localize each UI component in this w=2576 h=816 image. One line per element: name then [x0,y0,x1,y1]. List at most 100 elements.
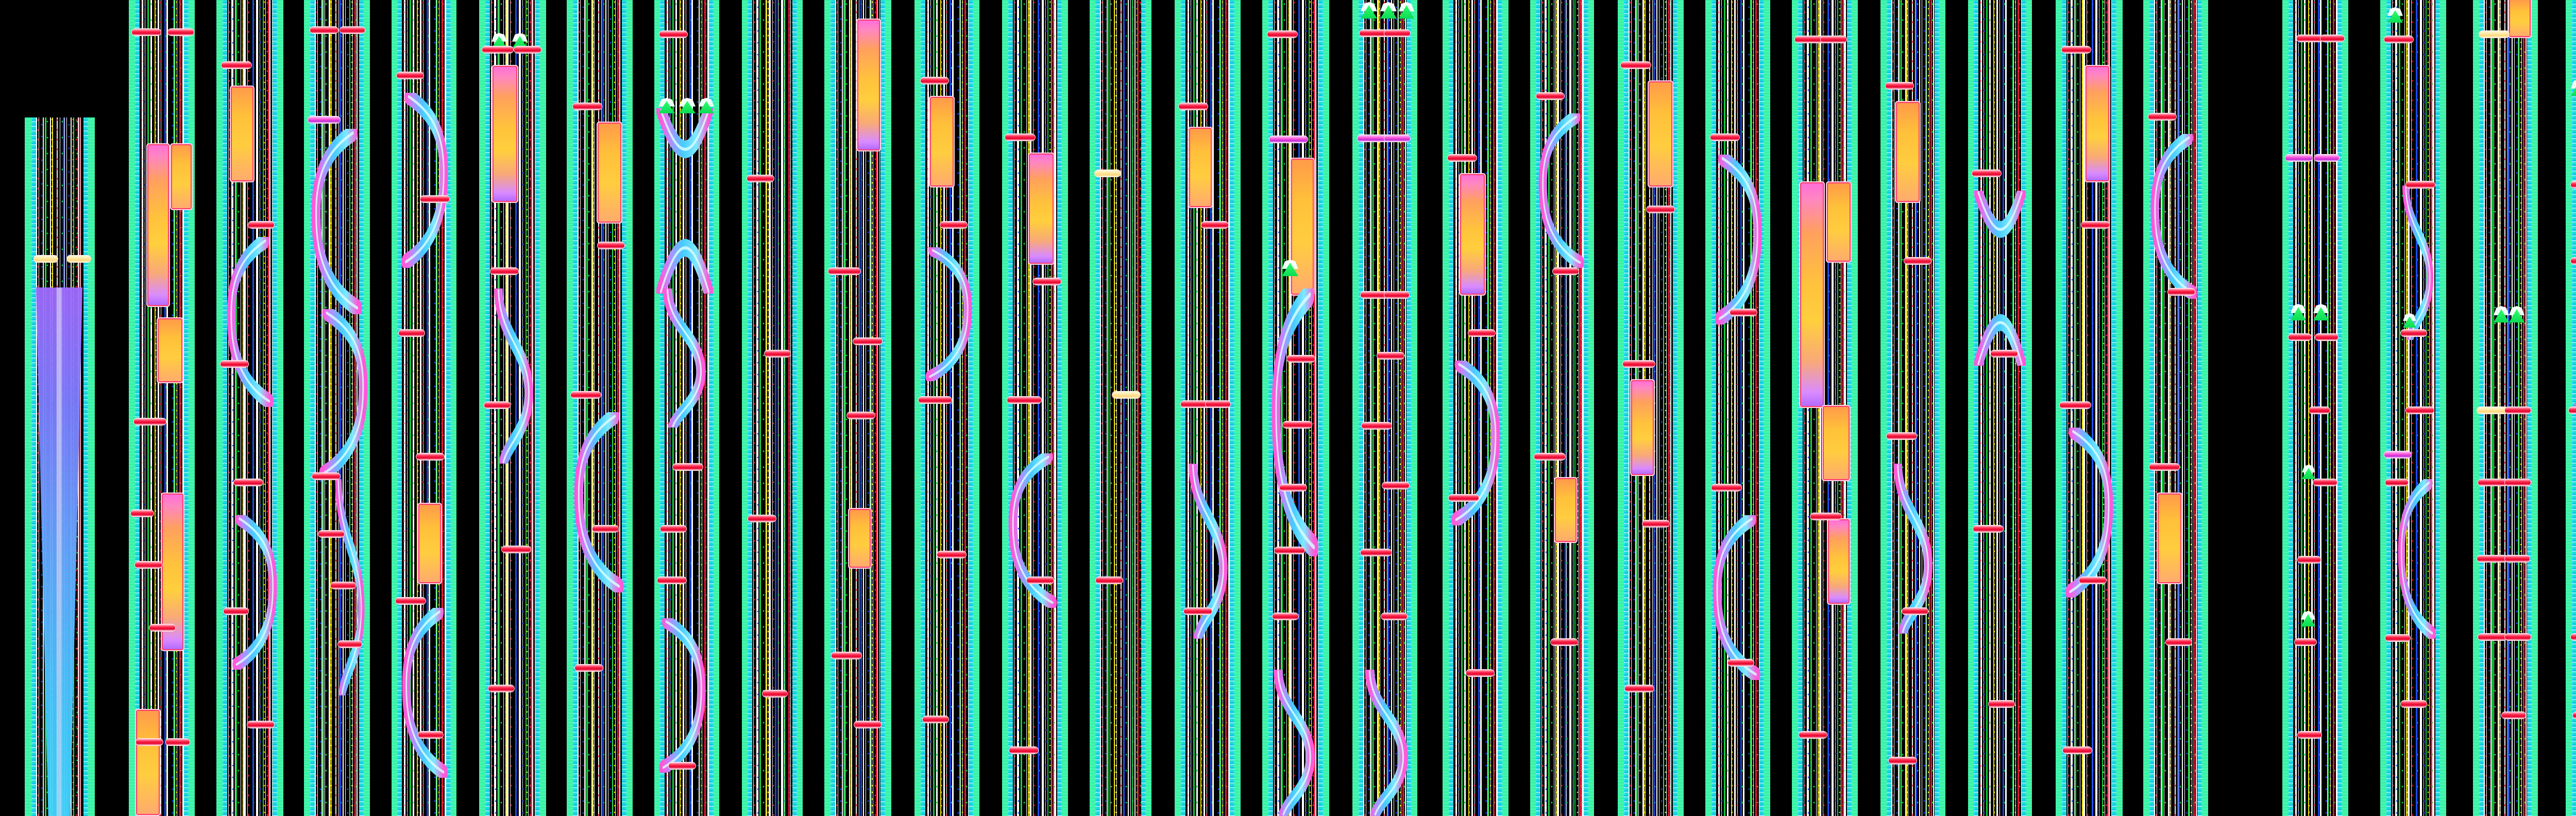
underline-marker[interactable] [2406,407,2434,414]
underline-marker[interactable] [2168,288,2195,295]
underline-marker[interactable] [420,196,449,202]
document-page[interactable] [1443,0,1509,816]
highlight-block[interactable] [2087,67,2108,180]
highlight-block[interactable] [1801,183,1823,406]
highlight-block[interactable] [858,21,879,149]
document-page[interactable] [2566,0,2576,816]
underline-marker[interactable] [248,222,274,228]
document-page[interactable] [1968,0,2032,816]
underline-marker[interactable] [2062,46,2091,53]
highlight-block[interactable] [1828,183,1850,261]
document-page[interactable] [25,117,95,816]
document-page[interactable] [2143,0,2208,816]
underline-marker[interactable] [2320,35,2344,42]
underline-marker[interactable] [921,77,948,84]
underline-marker[interactable] [1384,135,1410,142]
underline-marker[interactable] [1991,350,2018,357]
underline-marker[interactable] [2505,479,2531,486]
underline-marker[interactable] [490,268,518,275]
highlight-block[interactable] [1190,129,1211,206]
underline-marker[interactable] [1384,292,1409,298]
highlight-block[interactable] [159,319,181,381]
underline-marker[interactable] [2401,701,2427,707]
document-page[interactable] [1792,0,1858,816]
document-page[interactable] [304,0,370,816]
document-page[interactable] [2056,0,2123,816]
document-page[interactable] [2282,0,2348,816]
underline-marker[interactable] [2384,451,2411,458]
highlight-block[interactable] [2510,0,2530,36]
underline-marker[interactable] [67,256,91,262]
underline-marker[interactable] [1728,659,1754,666]
underline-marker[interactable] [1184,608,1212,615]
underline-marker[interactable] [416,453,444,460]
underline-marker[interactable] [592,525,618,532]
underline-marker[interactable] [1466,670,1494,676]
underline-marker[interactable] [1711,484,1741,491]
underline-marker[interactable] [2149,464,2179,470]
highlight-block[interactable] [1292,160,1313,294]
highlight-block[interactable] [419,505,440,582]
page-text-body[interactable] [578,0,622,816]
underline-marker[interactable] [2571,181,2576,188]
underline-marker[interactable] [2384,36,2413,43]
underline-marker[interactable] [1362,422,1392,429]
underline-marker[interactable] [673,464,703,470]
underline-marker[interactable] [308,116,340,123]
underline-marker[interactable] [1795,36,1825,43]
page-text-body[interactable] [1100,0,1141,816]
underline-marker[interactable] [331,582,355,589]
highlight-block[interactable] [931,98,953,185]
document-page[interactable] [2473,0,2538,816]
underline-marker[interactable] [1381,613,1407,620]
page-text-body[interactable] [1273,0,1318,816]
underline-marker[interactable] [762,690,787,697]
underline-marker[interactable] [1179,103,1208,110]
page-text-body[interactable] [1363,0,1406,816]
underline-marker[interactable] [168,29,194,36]
underline-marker[interactable] [397,72,423,79]
underline-marker[interactable] [1468,330,1495,336]
highlight-block[interactable] [172,145,191,208]
underline-marker[interactable] [1710,134,1739,141]
highlight-block[interactable] [599,124,620,222]
underline-marker[interactable] [765,350,790,357]
underline-marker[interactable] [2148,113,2176,120]
highlight-block[interactable] [494,67,516,201]
underline-marker[interactable] [2571,634,2576,640]
highlight-block[interactable] [1650,82,1671,185]
underline-marker[interactable] [1027,577,1054,584]
page-text-body[interactable] [2154,0,2197,816]
underline-marker[interactable] [34,256,58,262]
underline-marker[interactable] [747,175,774,182]
underline-marker[interactable] [2505,555,2530,562]
underline-marker[interactable] [1384,30,1410,37]
document-page[interactable] [2380,0,2446,816]
highlight-block[interactable] [850,510,870,567]
underline-marker[interactable] [1275,547,1304,554]
document-page[interactable] [216,0,283,816]
underline-marker[interactable] [1448,155,1477,161]
underline-marker[interactable] [854,721,881,728]
underline-marker[interactable] [1534,453,1565,460]
underline-marker[interactable] [1810,513,1841,520]
underline-marker[interactable] [657,577,686,584]
page-text-body[interactable] [1978,0,2022,816]
underline-marker[interactable] [2060,402,2091,409]
underline-marker[interactable] [1551,639,1578,645]
document-page[interactable] [1530,0,1594,816]
document-page[interactable] [742,0,803,816]
page-text-body[interactable] [402,0,446,816]
document-page[interactable] [1880,0,1945,816]
underline-marker[interactable] [2081,222,2109,228]
highlight-block[interactable] [1824,407,1849,479]
underline-marker[interactable] [1033,278,1061,285]
underline-marker[interactable] [1361,549,1392,556]
underline-marker[interactable] [2079,577,2106,584]
underline-marker[interactable] [1887,433,1917,439]
underline-marker[interactable] [660,525,686,532]
underline-marker[interactable] [1647,206,1674,213]
document-page[interactable] [567,0,633,816]
underline-marker[interactable] [669,762,696,769]
underline-marker[interactable] [396,598,426,604]
